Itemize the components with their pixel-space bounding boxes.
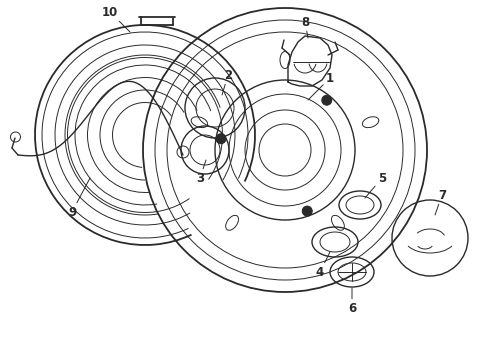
Circle shape (322, 95, 332, 105)
Text: 10: 10 (102, 5, 130, 32)
Circle shape (216, 134, 226, 144)
Text: 1: 1 (308, 72, 334, 100)
Text: 7: 7 (435, 189, 446, 215)
Text: 8: 8 (301, 15, 309, 38)
Text: 6: 6 (348, 288, 356, 315)
Text: 9: 9 (68, 178, 90, 219)
Circle shape (302, 206, 312, 216)
Text: 4: 4 (316, 252, 330, 279)
Text: 2: 2 (222, 68, 232, 95)
Text: 3: 3 (196, 160, 206, 185)
Text: 5: 5 (365, 171, 386, 198)
